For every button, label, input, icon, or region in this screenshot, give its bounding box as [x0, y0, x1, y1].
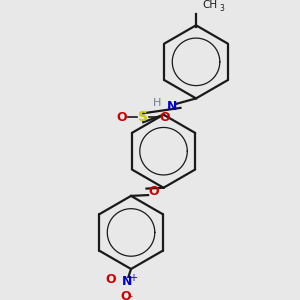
Text: S: S: [138, 110, 148, 124]
Text: O: O: [105, 273, 116, 286]
Text: N: N: [122, 275, 132, 288]
Text: +: +: [129, 273, 137, 283]
Text: O: O: [160, 111, 170, 124]
Text: N: N: [167, 100, 178, 113]
Text: O: O: [148, 185, 159, 198]
Text: O: O: [120, 290, 131, 300]
Text: -: -: [128, 291, 133, 300]
Text: H: H: [153, 98, 162, 108]
Text: CH: CH: [203, 0, 218, 11]
Text: 3: 3: [219, 4, 224, 13]
Text: O: O: [116, 111, 127, 124]
